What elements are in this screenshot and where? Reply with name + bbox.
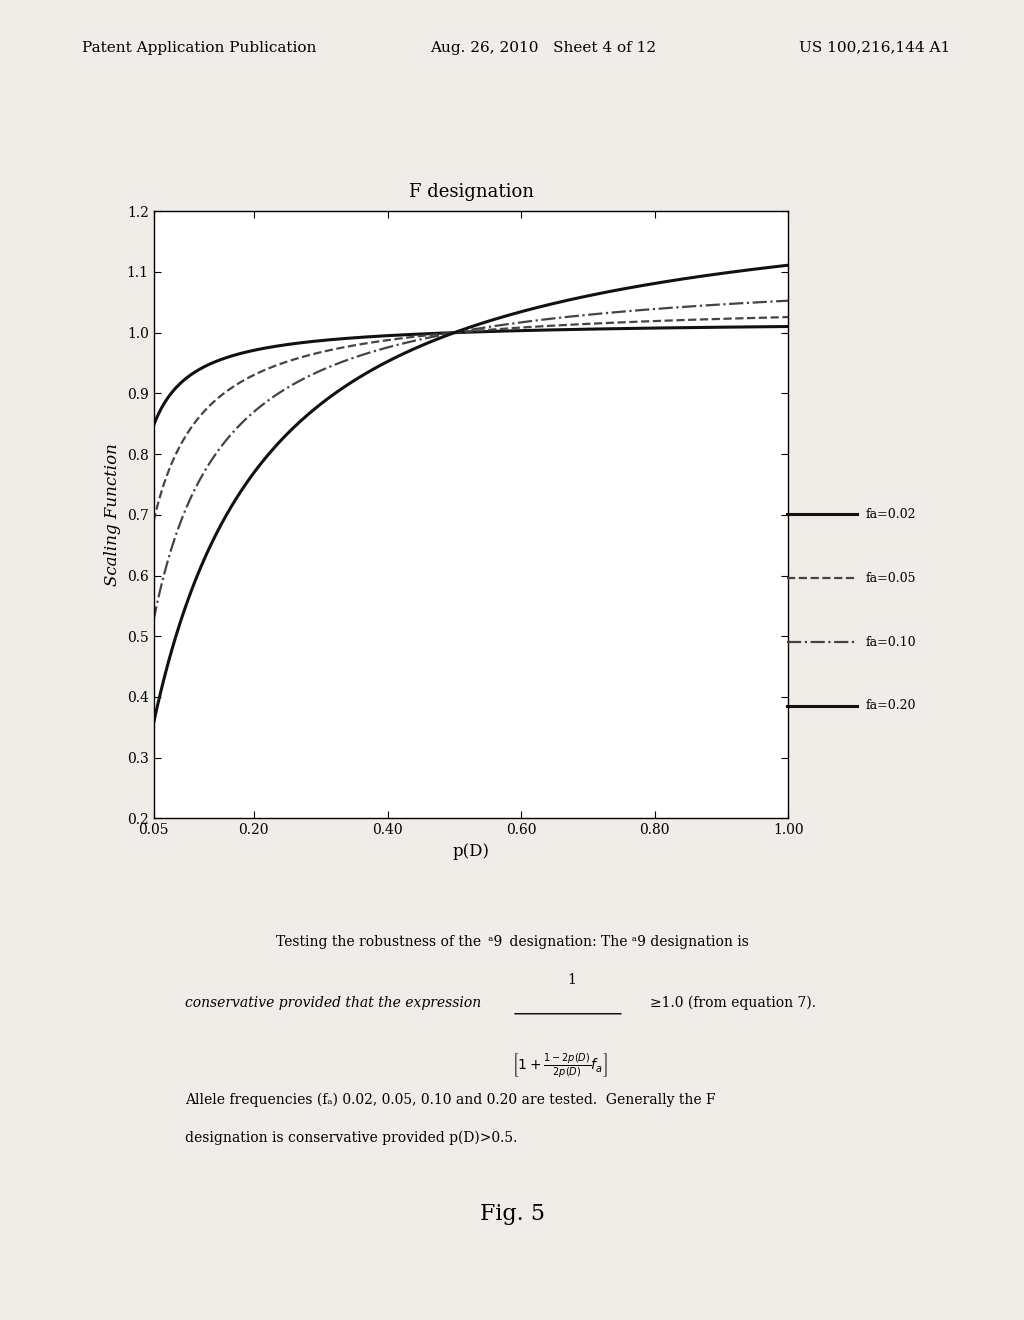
Text: Allele frequencies (fₐ) 0.02, 0.05, 0.10 and 0.20 are tested.  Generally the F: Allele frequencies (fₐ) 0.02, 0.05, 0.10… — [185, 1093, 716, 1106]
Text: Patent Application Publication: Patent Application Publication — [82, 41, 316, 54]
Title: F designation: F designation — [409, 183, 534, 202]
Text: fa=0.02: fa=0.02 — [865, 508, 915, 521]
Text: Aug. 26, 2010   Sheet 4 of 12: Aug. 26, 2010 Sheet 4 of 12 — [430, 41, 656, 54]
Text: Testing the robustness of the  ᵃ9  designation: The ᵃ9 designation is: Testing the robustness of the ᵃ9 designa… — [275, 935, 749, 949]
Text: fa=0.10: fa=0.10 — [865, 635, 915, 648]
Y-axis label: Scaling Function: Scaling Function — [104, 444, 121, 586]
Text: ≥1.0 (from equation 7).: ≥1.0 (from equation 7). — [649, 995, 816, 1010]
X-axis label: p(D): p(D) — [453, 842, 489, 859]
Text: fa=0.20: fa=0.20 — [865, 700, 915, 713]
Text: $\left[1+\frac{1-2p(D)}{2p(D)}f_a\right]$: $\left[1+\frac{1-2p(D)}{2p(D)}f_a\right]… — [512, 1052, 607, 1080]
Text: fa=0.05: fa=0.05 — [865, 572, 915, 585]
Text: US 100,216,144 A1: US 100,216,144 A1 — [799, 41, 950, 54]
Text: conservative provided that the expression: conservative provided that the expressio… — [185, 995, 481, 1010]
Text: designation is conservative provided p(D)>0.5.: designation is conservative provided p(D… — [185, 1130, 517, 1144]
Text: Fig. 5: Fig. 5 — [479, 1204, 545, 1225]
Text: 1: 1 — [567, 973, 577, 987]
